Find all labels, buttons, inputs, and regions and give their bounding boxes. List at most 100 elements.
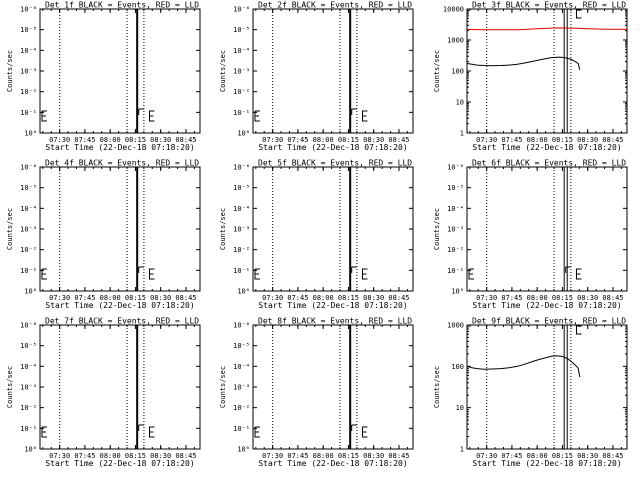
plot-frame	[466, 324, 628, 450]
flag-marker-glyph	[351, 424, 357, 431]
plot-frame	[39, 324, 201, 450]
panel-title: Det 2f BLACK = Events, RED = LLD	[258, 1, 412, 10]
y-tick-label: 10⁻⁶	[233, 164, 250, 172]
y-tick-label: 10⁻⁶	[20, 6, 37, 14]
y-tick-label: 10⁻⁶	[233, 6, 250, 14]
plot-frame	[466, 166, 628, 292]
x-tick-label: 08:00	[313, 294, 334, 302]
x-tick-label: 08:30	[363, 294, 384, 302]
y-tick-label: 100	[451, 363, 464, 371]
y-tick-label: 10⁻³	[20, 384, 37, 392]
x-tick-label: 07:45	[287, 452, 308, 460]
e-marker-glyph	[254, 426, 260, 438]
y-tick-label: 10⁻²	[447, 246, 464, 254]
y-tick-label: 10⁻³	[20, 68, 37, 76]
flag-marker-glyph	[138, 266, 144, 273]
y-tick-label: 10⁻³	[20, 226, 37, 234]
y-tick-label: 10⁻⁵	[20, 26, 37, 34]
x-tick-label: 08:15	[338, 136, 359, 144]
x-tick-label: 08:30	[363, 452, 384, 460]
e-marker-glyph	[148, 426, 155, 438]
x-tick-label: 07:45	[501, 294, 522, 302]
e-marker-glyph	[361, 110, 368, 122]
e-marker-glyph	[254, 268, 260, 280]
y-tick-label: 10⁻⁵	[233, 26, 250, 34]
panel-4: Det 4f BLACK = Events, RED = LLD Counts/s…	[6, 159, 201, 310]
e-marker-glyph	[575, 325, 582, 335]
x-tick-label: 07:30	[476, 452, 497, 460]
e-marker-glyph	[41, 110, 47, 122]
x-tick-label: 07:30	[262, 294, 283, 302]
x-tick-label: 08:30	[150, 136, 171, 144]
x-tick-label: 08:00	[527, 136, 548, 144]
flag-marker-glyph	[565, 266, 571, 273]
e-marker-glyph	[468, 268, 474, 280]
x-tick-label: 07:30	[476, 136, 497, 144]
y-tick-label: 10⁰	[24, 446, 37, 454]
e-marker-glyph	[148, 268, 155, 280]
e-marker-glyph	[361, 426, 368, 438]
y-tick-label: 10⁻⁵	[447, 184, 464, 192]
y-axis-label: Counts/sec	[433, 366, 441, 408]
x-tick-label: 08:00	[100, 136, 121, 144]
y-axis-label: Counts/sec	[6, 208, 14, 250]
x-axis-label: Start Time (22-Dec-18 07:18:20)	[45, 301, 194, 310]
y-tick-label: 10⁻²	[233, 404, 250, 412]
e-marker-glyph	[148, 110, 155, 122]
y-axis-label: Counts/sec	[219, 50, 227, 92]
x-tick-label: 08:30	[150, 294, 171, 302]
y-tick-label: 10	[456, 99, 464, 107]
panel-title: Det 7f BLACK = Events, RED = LLD	[45, 317, 199, 326]
plot-frame	[252, 8, 414, 134]
y-tick-label: 10⁻⁴	[20, 205, 37, 213]
events-series-line	[466, 355, 581, 378]
x-axis-label: Start Time (22-Dec-18 07:18:20)	[258, 301, 407, 310]
y-tick-label: 1	[460, 130, 464, 138]
e-marker-glyph	[575, 268, 582, 280]
y-axis-label: Counts/sec	[6, 366, 14, 408]
e-marker-glyph	[361, 268, 368, 280]
y-tick-label: 1	[460, 446, 464, 454]
plot-frame	[252, 166, 414, 292]
x-tick-label: 08:30	[577, 294, 598, 302]
y-tick-label: 10⁻⁶	[233, 322, 250, 330]
y-tick-label: 10⁰	[24, 288, 37, 296]
x-tick-label: 08:00	[313, 136, 334, 144]
x-tick-label: 07:45	[287, 136, 308, 144]
x-tick-label: 07:30	[49, 294, 70, 302]
y-tick-label: 10⁻¹	[20, 267, 37, 275]
x-tick-label: 07:45	[74, 452, 95, 460]
x-tick-label: 08:15	[338, 452, 359, 460]
x-tick-label: 08:15	[552, 294, 573, 302]
x-tick-label: 08:45	[388, 136, 409, 144]
x-tick-label: 07:30	[49, 136, 70, 144]
x-tick-label: 08:00	[527, 452, 548, 460]
y-tick-label: 10⁻⁵	[233, 184, 250, 192]
lld-series-line	[466, 27, 628, 31]
y-tick-label: 10⁻⁴	[20, 47, 37, 55]
x-tick-label: 08:45	[602, 452, 623, 460]
x-tick-label: 07:30	[49, 452, 70, 460]
x-tick-label: 07:45	[74, 294, 95, 302]
panel-5: Det 5f BLACK = Events, RED = LLD Counts/s…	[219, 159, 414, 310]
x-tick-label: 07:45	[74, 136, 95, 144]
y-tick-label: 10⁰	[237, 288, 250, 296]
x-tick-label: 07:45	[501, 452, 522, 460]
x-axis-label: Start Time (22-Dec-18 07:18:20)	[258, 143, 407, 152]
y-tick-label: 10⁻⁵	[20, 342, 37, 350]
y-axis-label: Counts/sec	[219, 366, 227, 408]
y-tick-label: 10⁻¹	[20, 109, 37, 117]
e-marker-glyph	[254, 110, 260, 122]
x-tick-label: 07:30	[476, 294, 497, 302]
flag-marker-glyph	[351, 266, 357, 273]
y-tick-label: 10⁻³	[233, 226, 250, 234]
panel-title: Det 5f BLACK = Events, RED = LLD	[258, 159, 412, 168]
flag-marker-glyph	[138, 424, 144, 431]
panel-6: Det 6f BLACK = Events, RED = LLD Counts/s…	[433, 159, 628, 310]
panel-title: Det 6f BLACK = Events, RED = LLD	[472, 159, 626, 168]
e-marker-glyph	[41, 426, 47, 438]
panel-title: Det 1f BLACK = Events, RED = LLD	[45, 1, 199, 10]
y-tick-label: 10⁻²	[233, 246, 250, 254]
panel-8: Det 8f BLACK = Events, RED = LLD Counts/s…	[219, 317, 414, 468]
x-axis-label: Start Time (22-Dec-18 07:18:20)	[258, 459, 407, 468]
